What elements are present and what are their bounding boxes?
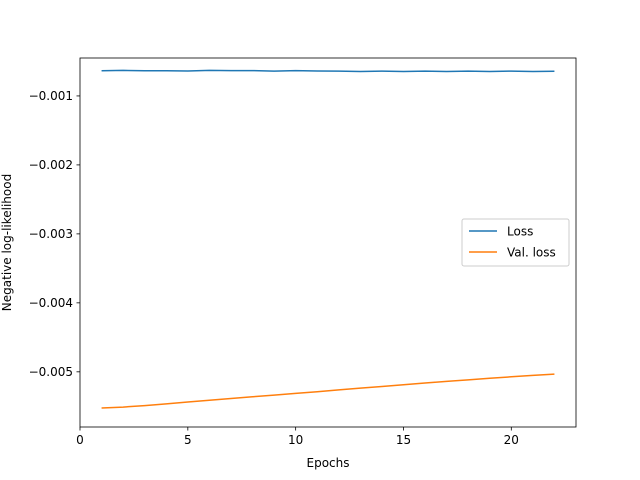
x-axis-ticks: 0 5 10 15 20 [76,427,519,447]
x-tick-label: 20 [504,433,519,447]
legend: Loss Val. loss [461,218,570,267]
y-axis-ticks: −0.001 −0.002 −0.003 −0.004 −0.005 [29,89,80,379]
y-tick-label: −0.002 [29,158,73,172]
y-tick-label: −0.004 [29,296,73,310]
x-tick-label: 0 [76,433,84,447]
y-tick-label: −0.005 [29,365,73,379]
x-tick-label: 10 [288,433,303,447]
axes-frame [79,57,577,428]
series-layer [101,69,555,409]
series-line-2 [101,373,555,409]
y-axis-label: Negative log-likelihood [0,174,14,311]
x-tick-label: 5 [184,433,192,447]
x-axis-label: Epochs [307,456,350,470]
series-line-1 [101,69,555,73]
y-tick-label: −0.001 [29,89,73,103]
x-tick-label: 15 [396,433,411,447]
y-tick-label: −0.003 [29,227,73,241]
legend-label: Val. loss [507,246,556,260]
legend-label: Loss [507,225,533,239]
